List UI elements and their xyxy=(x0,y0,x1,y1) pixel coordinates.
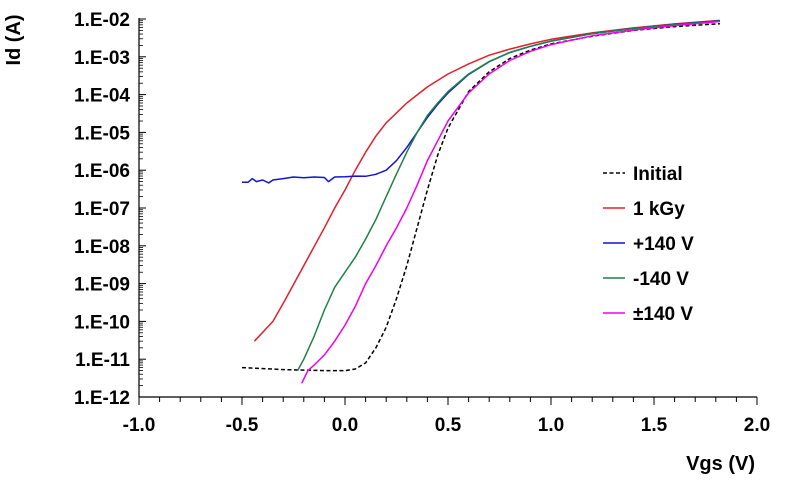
y-tick-label: 1.E-11 xyxy=(75,350,130,371)
y-tick-label: 1.E-03 xyxy=(74,48,130,69)
y-tick-label: 1.E-05 xyxy=(74,123,130,144)
series-line-3 xyxy=(296,20,720,371)
series-line-2 xyxy=(242,19,720,184)
y-tick-label: 1.E-04 xyxy=(74,86,130,107)
x-tick-label: 0.5 xyxy=(435,415,462,436)
y-tick-label: 1.E-12 xyxy=(74,388,130,409)
y-axis-title: Id (A) xyxy=(3,14,25,65)
y-tick-label: 1.E-02 xyxy=(74,10,130,31)
legend-label: Initial xyxy=(633,164,683,185)
x-tick-label: 1.5 xyxy=(641,415,668,436)
x-tick-label: 1.0 xyxy=(538,415,564,436)
legend-label: +140 V xyxy=(633,234,694,255)
y-tick-label: 1.E-08 xyxy=(74,237,130,258)
legend-label: 1 kGy xyxy=(633,199,685,220)
x-tick-label: 0.0 xyxy=(332,415,358,436)
series-line-1 xyxy=(253,19,720,342)
y-tick-label: 1.E-07 xyxy=(74,199,130,220)
series-line-4 xyxy=(301,20,720,384)
x-tick-label: -1.0 xyxy=(123,415,156,436)
legend-label: ±140 V xyxy=(633,304,693,325)
y-tick-label: 1.E-10 xyxy=(74,312,130,333)
x-tick-label: 2.0 xyxy=(744,415,770,436)
x-tick-label: -0.5 xyxy=(226,415,259,436)
y-tick-label: 1.E-06 xyxy=(74,161,130,182)
x-axis-title: Vgs (V) xyxy=(686,453,755,475)
y-tick-label: 1.E-09 xyxy=(74,275,130,296)
legend-label: -140 V xyxy=(633,269,689,290)
